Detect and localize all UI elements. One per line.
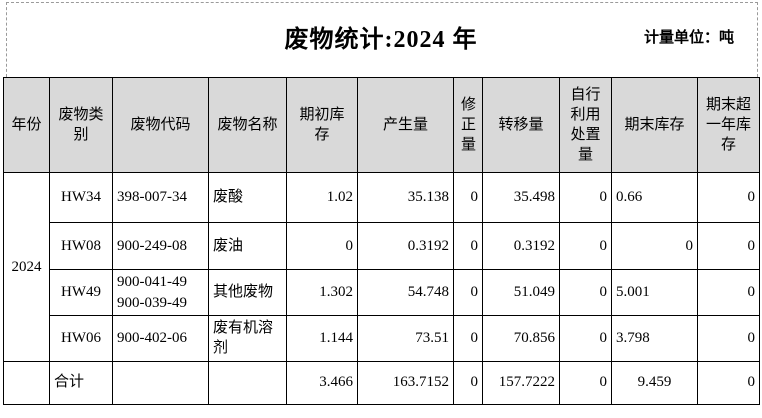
self-disposed-cell: 0 xyxy=(559,315,612,362)
corrected-cell: 0 xyxy=(453,269,483,316)
name-cell: 废有机溶剂 xyxy=(208,315,287,362)
year-cell: 2024 xyxy=(3,172,50,362)
name-cell: 废酸 xyxy=(208,172,287,223)
category-cell: HW34 xyxy=(49,172,113,223)
generated-cell: 0.3192 xyxy=(357,222,454,270)
transferred-cell: 51.049 xyxy=(482,269,560,316)
code-cell: 900-402-06 xyxy=(112,315,209,362)
transferred-cell: 35.498 xyxy=(482,172,560,223)
total-corrected-cell: 0 xyxy=(453,360,483,405)
code-cell-empty xyxy=(112,360,209,405)
total-generated-cell: 163.7152 xyxy=(357,360,454,405)
col-header-transferred: 转移量 xyxy=(482,77,560,173)
opening-cell: 1.02 xyxy=(286,172,358,223)
col-header-year: 年份 xyxy=(3,77,50,173)
total-row: 合计 3.466 163.7152 0 157.7222 0 9.459 0 xyxy=(3,360,760,405)
name-cell: 其他废物 xyxy=(208,269,287,316)
year-cell-empty xyxy=(3,360,50,405)
closing-cell: 0.66 xyxy=(611,172,698,223)
transferred-cell: 70.856 xyxy=(482,315,560,362)
opening-cell: 1.302 xyxy=(286,269,358,316)
table-row: HW08 900-249-08 废油 0 0.3192 0 0.3192 0 0… xyxy=(4,222,760,270)
name-cell-empty xyxy=(208,360,287,405)
corrected-cell: 0 xyxy=(453,172,483,223)
col-header-corrected: 修正量 xyxy=(453,77,483,173)
over-one-year-cell: 0 xyxy=(697,315,760,362)
col-header-generated: 产生量 xyxy=(357,77,454,173)
category-cell: HW06 xyxy=(49,315,113,362)
opening-cell: 1.144 xyxy=(286,315,358,362)
total-label-cell: 合计 xyxy=(49,360,113,405)
self-disposed-cell: 0 xyxy=(559,269,612,316)
waste-statistics-table: 年份 废物类别 废物代码 废物名称 期初库存 产生量 修正量 转移量 自行利用处… xyxy=(3,77,760,405)
code-cell: 900-041-49 900-039-49 xyxy=(112,269,209,316)
generated-cell: 73.51 xyxy=(357,315,454,362)
generated-cell: 54.748 xyxy=(357,269,454,316)
title-area: 废物统计:2024 年 计量单位：吨 xyxy=(0,0,762,76)
col-header-over-one-year: 期末超一年库存 xyxy=(697,77,760,173)
table-row: HW06 900-402-06 废有机溶剂 1.144 73.51 0 70.8… xyxy=(4,315,760,362)
corrected-cell: 0 xyxy=(453,315,483,362)
code-cell: 398-007-34 xyxy=(112,172,209,223)
code-cell: 900-249-08 xyxy=(112,222,209,270)
unit-label: 计量单位：吨 xyxy=(643,30,734,46)
corrected-cell: 0 xyxy=(453,222,483,270)
transferred-cell: 0.3192 xyxy=(482,222,560,270)
closing-cell: 5.001 xyxy=(611,269,698,316)
closing-cell: 3.798 xyxy=(611,315,698,362)
closing-cell: 0 xyxy=(611,222,698,270)
table-row: HW49 900-041-49 900-039-49 其他废物 1.302 54… xyxy=(4,269,760,316)
col-header-name: 废物名称 xyxy=(208,77,287,173)
col-header-category: 废物类别 xyxy=(49,77,113,173)
total-transferred-cell: 157.7222 xyxy=(482,360,560,405)
over-one-year-cell: 0 xyxy=(697,222,760,270)
self-disposed-cell: 0 xyxy=(559,172,612,223)
page-title: 废物统计:2024 年 xyxy=(284,27,478,53)
opening-cell: 0 xyxy=(286,222,358,270)
self-disposed-cell: 0 xyxy=(559,222,612,270)
total-closing-cell: 9.459 xyxy=(611,360,698,405)
name-cell: 废油 xyxy=(208,222,287,270)
col-header-closing-stock: 期末库存 xyxy=(611,77,698,173)
col-header-code: 废物代码 xyxy=(112,77,209,173)
category-cell: HW08 xyxy=(49,222,113,270)
generated-cell: 35.138 xyxy=(357,172,454,223)
total-opening-cell: 3.466 xyxy=(286,360,358,405)
table-row: 2024 HW34 398-007-34 废酸 1.02 35.138 0 35… xyxy=(3,172,760,362)
total-self-disposed-cell: 0 xyxy=(559,360,612,405)
col-header-opening-stock: 期初库存 xyxy=(286,77,358,173)
total-over-one-year-cell: 0 xyxy=(697,360,760,405)
col-header-self-disposed: 自行利用处置量 xyxy=(559,77,612,173)
over-one-year-cell: 0 xyxy=(697,172,760,223)
category-cell: HW49 xyxy=(49,269,113,316)
table-header-row: 年份 废物类别 废物代码 废物名称 期初库存 产生量 修正量 转移量 自行利用处… xyxy=(3,77,760,173)
over-one-year-cell: 0 xyxy=(697,269,760,316)
